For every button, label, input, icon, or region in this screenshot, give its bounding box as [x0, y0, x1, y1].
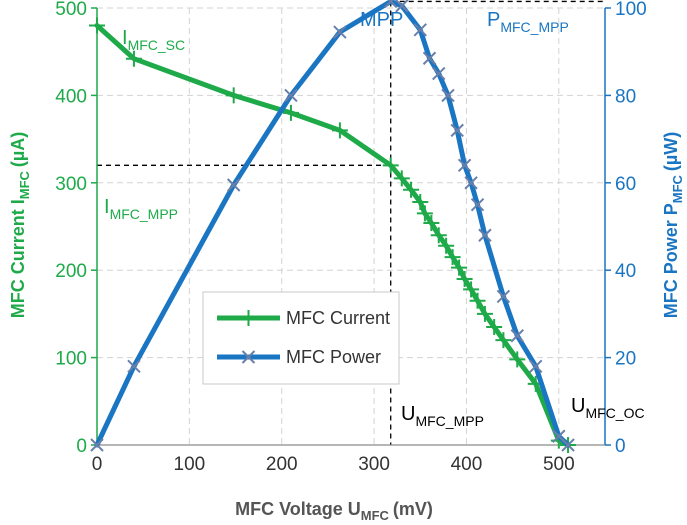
y-left-axis-title: MFC Current IMFC(µA) [8, 132, 32, 319]
current-data-point [438, 237, 455, 254]
power-data-point [226, 178, 241, 192]
power-data-point [478, 228, 492, 242]
current-data-point [486, 319, 503, 336]
current-data-point [476, 305, 493, 322]
power-data-point [395, 0, 409, 13]
power-data-point [450, 123, 464, 138]
x-tick-label: 200 [266, 454, 298, 475]
legend: MFC Current MFC Power [202, 291, 400, 385]
current-data-point [403, 181, 420, 198]
current-data-point [382, 157, 399, 174]
x-tick-label: 300 [358, 454, 390, 475]
legend-label-current: MFC Current [286, 308, 390, 328]
y-right-tick-label: 80 [615, 86, 636, 107]
current-data-point [430, 227, 447, 244]
legend-label-power: MFC Power [286, 347, 381, 367]
current-data-point [416, 205, 433, 222]
current-data-point [393, 170, 410, 187]
current-data-point [89, 17, 105, 34]
current-data-point [225, 87, 242, 104]
power-data-point [422, 51, 437, 65]
power-data-point [457, 158, 472, 173]
x-tick-label: 0 [92, 454, 103, 475]
current-data-point [509, 351, 526, 368]
x-tick-label: 400 [451, 454, 483, 475]
tick-labels: 0 100 200 300 400 500 0 100 200 300 400 500 0 20 40 60 8… [55, 0, 646, 475]
power-data-point [284, 88, 298, 103]
power-data-point [384, 0, 398, 9]
mpp-annotation: MPP [360, 9, 403, 31]
axes [91, 7, 611, 446]
y-right-tick-label: 20 [615, 349, 636, 370]
power-data-point [510, 329, 524, 343]
current-data-point [282, 104, 299, 121]
power-data-point [496, 289, 511, 304]
power-data-point [432, 66, 446, 81]
y-right-tick-label: 100 [615, 0, 647, 20]
current-data-point [451, 259, 468, 276]
x-tick-label: 500 [543, 454, 575, 475]
y-left-tick-label: 500 [55, 0, 87, 20]
current-data-point [444, 249, 461, 266]
power-data-point [90, 438, 104, 452]
power-data-point [561, 438, 575, 452]
impp-annotation: IMFC_MPP [104, 196, 178, 222]
current-data-point [331, 122, 348, 139]
current-data-point [456, 270, 473, 287]
current-data-point [412, 194, 429, 211]
y-right-tick-label: 40 [615, 261, 636, 282]
x-tick-label: 100 [174, 454, 206, 475]
power-data-point [333, 25, 347, 39]
power-data-point [464, 176, 478, 190]
y-left-tick-label: 300 [55, 174, 87, 195]
current-data-point [469, 292, 486, 309]
power-data-point [470, 197, 485, 212]
current-data-point [423, 215, 440, 232]
legend-box [202, 291, 400, 385]
power-data-point [127, 359, 141, 374]
y-right-tick-label: 0 [615, 436, 626, 457]
uoc-annotation: UMFC_OC [571, 395, 645, 421]
legend-item-current: MFC Current [217, 308, 390, 328]
x-axis-title: MFC Voltage UMFC (mV) [235, 499, 433, 523]
current-data-point [125, 50, 142, 67]
power-data-point [529, 359, 543, 374]
umpp-annotation: UMFC_MPP [401, 403, 484, 429]
current-data-point [495, 332, 512, 349]
legend-item-power: MFC Power [217, 347, 381, 367]
power-data-point [441, 88, 455, 103]
y-left-tick-label: 200 [55, 261, 87, 282]
y-left-tick-label: 100 [55, 349, 87, 370]
pmpp-annotation: PMFC_MPP [487, 9, 569, 35]
y-left-tick-label: 400 [55, 86, 87, 107]
series-lines [89, 0, 577, 453]
power-data-point [413, 23, 427, 37]
y-left-tick-label: 0 [76, 436, 87, 457]
y-right-axis-title: MFC Power PMFC(µW) [661, 132, 685, 319]
y-right-tick-label: 60 [615, 174, 636, 195]
current-data-point [463, 281, 480, 298]
isc-annotation: IMFC_SC [122, 27, 185, 53]
